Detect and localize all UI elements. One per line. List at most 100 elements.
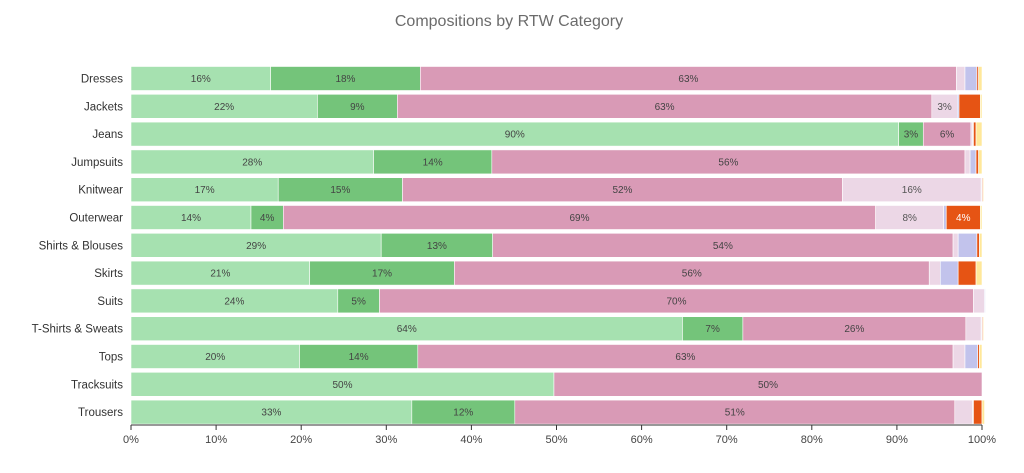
bar-segment-jumpsuits-s5[interactable] [969,149,977,175]
bar-segment-jumpsuits-s4[interactable] [964,149,971,175]
bar-segment-jeans-s6[interactable] [973,121,977,147]
bar-segment-outerwear-s5[interactable] [943,205,947,230]
bar-segment-tracksuits-s1[interactable] [130,371,555,397]
bar-segment-jumpsuits-s1[interactable] [130,149,374,175]
data-label-knitwear-s4: 16% [902,185,922,196]
x-tick-label-5: 50% [545,434,567,446]
bar-segment-skirts-s6[interactable] [957,260,977,286]
data-label-jumpsuits-s1: 28% [242,157,262,168]
bar-segment-outerwear-s3[interactable] [283,205,876,230]
data-label-tops-s1: 20% [205,352,225,363]
bar-segment-jeans-s2[interactable] [898,121,924,147]
x-tick-label-8: 80% [801,434,823,446]
bar-segment-shirts-and-blouses-s5[interactable] [957,233,978,258]
bar-segment-trousers-s6[interactable] [973,399,983,425]
category-label-tracksuits: Tracksuits [71,379,123,391]
category-label-shirts-and-blouses: Shirts & Blouses [39,240,124,252]
data-label-skirts-s1: 21% [210,269,230,280]
bar-segment-skirts-s2[interactable] [309,260,455,286]
bar-segment-skirts-s1[interactable] [130,260,311,286]
bar-segment-trousers-s3[interactable] [514,399,956,425]
bar-segment-trousers-s7[interactable] [981,399,985,425]
bar-segment-shirts-and-blouses-s4[interactable] [952,233,959,258]
bar-segment-trousers-s2[interactable] [411,399,516,425]
bar-segment-jeans-s7[interactable] [975,121,983,147]
bar-segment-skirts-s5[interactable] [940,260,959,286]
bar-segment-jumpsuits-s2[interactable] [373,149,493,175]
bar-segment-jumpsuits-s7[interactable] [978,149,983,175]
data-label-dresses-s1: 16% [191,74,211,85]
category-label-suits: Suits [97,296,123,308]
data-label-t-shirts-and-sweats-s3: 26% [844,324,864,335]
category-label-jumpsuits: Jumpsuits [71,157,123,169]
category-label-trousers: Trousers [78,407,123,419]
bar-segment-suits-s4[interactable] [973,288,985,314]
data-label-outerwear-s4: 8% [902,213,917,224]
bar-segment-tops-s4[interactable] [952,344,966,369]
bar-segment-tops-s3[interactable] [417,344,954,369]
bar-segment-tops-s1[interactable] [130,344,300,369]
data-label-tops-s2: 14% [349,352,369,363]
bar-segment-jackets-s6[interactable] [958,94,981,119]
bar-segment-t-shirts-and-sweats-s7[interactable] [982,316,985,342]
bar-segment-dresses-s4[interactable] [956,66,966,91]
bar-segment-knitwear-s2[interactable] [277,177,403,202]
bar-segment-outerwear-s7[interactable] [979,205,983,230]
data-label-trousers-s2: 12% [453,408,473,419]
bar-segment-shirts-and-blouses-s7[interactable] [979,233,983,258]
bar-segment-suits-s2[interactable] [337,288,380,314]
bar-segment-dresses-s5[interactable] [964,66,978,91]
bar-segment-outerwear-s4[interactable] [875,205,945,230]
data-label-jeans-s1: 90% [505,130,525,141]
bar-segment-jeans-s1[interactable] [130,121,899,147]
bar-segment-tops-s7[interactable] [979,344,983,369]
bar-segment-jackets-s2[interactable] [317,94,398,119]
bar-segment-skirts-s7[interactable] [975,260,983,286]
bar-segment-skirts-s3[interactable] [454,260,930,286]
bar-segment-knitwear-s7[interactable] [982,177,985,202]
data-label-knitwear-s2: 15% [330,185,350,196]
bar-segment-dresses-s3[interactable] [420,66,957,91]
x-tick-label-0: 0% [123,434,139,446]
bar-segment-shirts-and-blouses-s3[interactable] [492,233,954,258]
bar-segment-knitwear-s3[interactable] [402,177,843,202]
data-label-t-shirts-and-sweats-s2: 7% [705,324,720,335]
bar-segment-suits-s5[interactable] [984,288,986,314]
bar-segment-tops-s5[interactable] [964,344,979,369]
bar-segment-dresses-s2[interactable] [270,66,421,91]
category-label-jeans: Jeans [92,129,123,141]
bar-segment-jumpsuits-s6[interactable] [975,149,979,175]
bar-segment-shirts-and-blouses-s6[interactable] [976,233,980,258]
bar-segment-shirts-and-blouses-s2[interactable] [380,233,493,258]
category-label-dresses: Dresses [81,74,123,86]
bar-segment-tracksuits-s3[interactable] [553,371,983,397]
bar-segment-jumpsuits-s3[interactable] [491,149,966,175]
bar-segment-knitwear-s4[interactable] [842,177,982,202]
bar-segment-suits-s1[interactable] [130,288,339,314]
data-label-dresses-s3: 63% [678,74,698,85]
x-tick-label-9: 90% [886,434,908,446]
bar-segment-dresses-s7[interactable] [978,66,983,91]
bar-segment-jackets-s7[interactable] [979,94,983,119]
bar-segment-t-shirts-and-sweats-s2[interactable] [682,316,744,342]
data-label-trousers-s1: 33% [261,408,281,419]
bar-segment-knitwear-s1[interactable] [130,177,279,202]
bar-segment-outerwear-s1[interactable] [130,205,252,230]
bar-segment-skirts-s4[interactable] [928,260,941,286]
data-label-jeans-s2: 3% [904,130,919,141]
bar-segment-dresses-s1[interactable] [130,66,271,91]
category-label-tops: Tops [99,352,124,364]
data-label-suits-s1: 24% [224,296,244,307]
data-label-suits-s3: 70% [666,296,686,307]
bar-segment-tops-s2[interactable] [299,344,419,369]
bar-segment-shirts-and-blouses-s1[interactable] [130,233,382,258]
bar-segment-t-shirts-and-sweats-s4[interactable] [965,316,982,342]
bar-segment-outerwear-s2[interactable] [250,205,284,230]
data-label-dresses-s2: 18% [335,74,355,85]
bar-segment-trousers-s4[interactable] [954,399,973,425]
data-label-outerwear-s6: 4% [956,213,971,224]
bar-segment-jackets-s4[interactable] [931,94,958,119]
bar-segment-jackets-s3[interactable] [397,94,933,119]
data-label-jackets-s1: 22% [214,102,234,113]
